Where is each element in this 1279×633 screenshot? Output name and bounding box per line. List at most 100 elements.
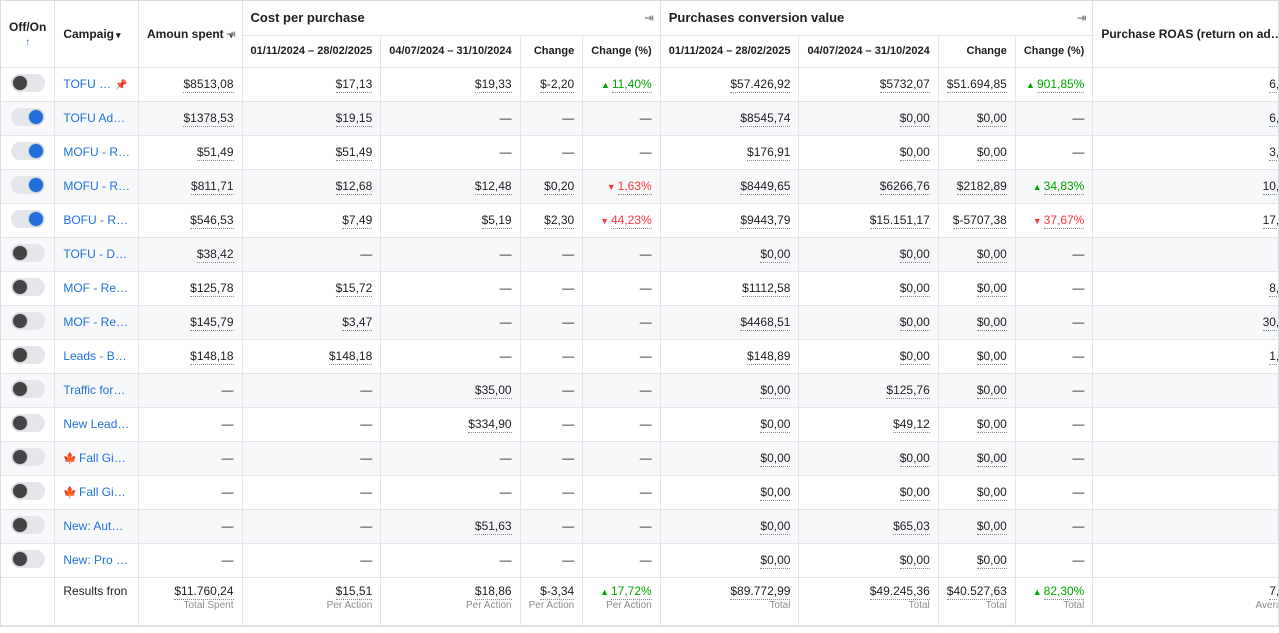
col-header-amount-spent[interactable]: Amoun spent ⇥▾ xyxy=(138,1,242,67)
cell-value: $8449,65 xyxy=(660,169,799,203)
col-group-cost-per-purchase[interactable]: Cost per purchase ⇥ xyxy=(242,1,660,35)
col-sub-cpp-period2[interactable]: 04/07/2024 – 31/10/2024 xyxy=(381,35,520,67)
campaign-toggle[interactable] xyxy=(11,244,45,262)
campaign-toggle[interactable] xyxy=(11,176,45,194)
cell-empty: — xyxy=(381,135,520,169)
cell-value: $19,33 xyxy=(381,67,520,101)
table-row: 🍁Fall Gi…—————$0,00$0,00$0,00—————— xyxy=(1,475,1279,509)
footer-cpp-change: $-3,34Per Action xyxy=(520,577,583,625)
cell-value: $12,48 xyxy=(381,169,520,203)
campaign-name-link[interactable]: TOFU - D… xyxy=(55,237,139,271)
campaign-toggle[interactable] xyxy=(11,414,45,432)
cell-value: $65,03 xyxy=(799,509,938,543)
cell-empty: — xyxy=(583,135,661,169)
col-sub-pcv-change[interactable]: Change xyxy=(938,35,1015,67)
cell-value: $0,20 xyxy=(520,169,583,203)
cell-empty: — xyxy=(1015,407,1093,441)
cell-value: $176,91 xyxy=(660,135,799,169)
col-sub-cpp-change-pct[interactable]: Change (%) xyxy=(583,35,661,67)
footer-spent: $11.760,24Total Spent xyxy=(138,577,242,625)
cell-empty: — xyxy=(520,373,583,407)
table-row: 🍁Fall Gi…—————$0,00$0,00$0,00—————— xyxy=(1,441,1279,475)
campaigns-table-wrapper: Off/On ↑ Campaig▾ Amoun spent ⇥▾ Cost pe… xyxy=(0,0,1279,627)
cell-empty: — xyxy=(381,101,520,135)
cell-value: 30,65 xyxy=(1093,305,1279,339)
campaign-name-link[interactable]: TOFU …📌 xyxy=(55,67,139,101)
col-header-campaign[interactable]: Campaig▾ xyxy=(55,1,139,67)
campaign-toggle[interactable] xyxy=(11,142,45,160)
cell-value: $148,18 xyxy=(242,339,381,373)
campaign-name-link[interactable]: BOFU - R… xyxy=(55,203,139,237)
cell-value: $0,00 xyxy=(799,543,938,577)
cell-empty: — xyxy=(520,237,583,271)
cell-value: $0,00 xyxy=(938,237,1015,271)
campaign-toggle[interactable] xyxy=(11,380,45,398)
cell-value: $1378,53 xyxy=(138,101,242,135)
table-row: Traffic for…——$35,00——$0,00$125,76$0,00—… xyxy=(1,373,1279,407)
campaign-name-link[interactable]: New Lead… xyxy=(55,407,139,441)
cell-empty: — xyxy=(1093,237,1279,271)
campaign-name-link[interactable]: New: Pro … xyxy=(55,543,139,577)
cell-toggle xyxy=(1,67,55,101)
campaign-toggle[interactable] xyxy=(11,210,45,228)
col-sub-cpp-change[interactable]: Change xyxy=(520,35,583,67)
col-sub-pcv-period1[interactable]: 01/11/2024 – 28/02/2025 xyxy=(660,35,799,67)
resize-handle-icon[interactable]: ⇥ xyxy=(1077,11,1086,24)
campaign-toggle[interactable] xyxy=(11,278,45,296)
col-header-purchase-roas[interactable]: Purchase ROAS (return on ad… ⇥▾ xyxy=(1093,1,1279,67)
cell-toggle xyxy=(1,373,55,407)
campaign-name-link[interactable]: MOF - Re… xyxy=(55,271,139,305)
campaign-toggle[interactable] xyxy=(11,448,45,466)
cell-empty: — xyxy=(520,305,583,339)
col-sub-cpp-period1[interactable]: 01/11/2024 – 28/02/2025 xyxy=(242,35,381,67)
cell-value: $0,00 xyxy=(799,441,938,475)
col-sub-pcv-change-pct[interactable]: Change (%) xyxy=(1015,35,1093,67)
resize-handle-icon[interactable]: ⇥ xyxy=(226,27,235,40)
campaign-name-link[interactable]: MOFU - R… xyxy=(55,135,139,169)
cell-empty: — xyxy=(381,543,520,577)
cell-value: $-5707,38 xyxy=(938,203,1015,237)
campaign-toggle[interactable] xyxy=(11,516,45,534)
campaign-name-link[interactable]: MOF - Re… xyxy=(55,305,139,339)
campaign-toggle[interactable] xyxy=(11,482,45,500)
col-sub-pcv-period2[interactable]: 04/07/2024 – 31/10/2024 xyxy=(799,35,938,67)
chevron-down-icon[interactable]: ▾ xyxy=(116,30,121,40)
col-group-purchases-conversion-value[interactable]: Purchases conversion value ⇥ xyxy=(660,1,1093,35)
cell-empty: — xyxy=(1015,373,1093,407)
campaign-toggle[interactable] xyxy=(11,312,45,330)
campaign-toggle[interactable] xyxy=(11,346,45,364)
cell-empty: — xyxy=(1015,101,1093,135)
campaign-name-link[interactable]: 🍁Fall Gi… xyxy=(55,441,139,475)
cell-change-pct: ▲34,83% xyxy=(1015,169,1093,203)
cell-empty: — xyxy=(242,475,381,509)
footer-row: Results fron $11.760,24Total Spent $15,5… xyxy=(1,577,1279,625)
campaign-name-link[interactable]: Leads - B… xyxy=(55,339,139,373)
footer-label: Results fron xyxy=(55,577,139,625)
cell-value: $6266,76 xyxy=(799,169,938,203)
campaign-name-link[interactable]: New: Aut… xyxy=(55,509,139,543)
cell-value: 10,41 xyxy=(1093,169,1279,203)
cell-toggle xyxy=(1,135,55,169)
col-header-off-on[interactable]: Off/On ↑ xyxy=(1,1,55,67)
table-row: TOFU - D…$38,42————$0,00$0,00$0,00—————— xyxy=(1,237,1279,271)
cell-value: $0,00 xyxy=(660,237,799,271)
cell-toggle xyxy=(1,101,55,135)
cell-empty: — xyxy=(138,543,242,577)
campaign-name-link[interactable]: 🍁Fall Gi… xyxy=(55,475,139,509)
campaign-toggle[interactable] xyxy=(11,550,45,568)
cell-value: $0,00 xyxy=(799,339,938,373)
cell-value: $51.694,85 xyxy=(938,67,1015,101)
cell-empty: — xyxy=(138,475,242,509)
campaign-name-link[interactable]: MOFU - R… xyxy=(55,169,139,203)
footer-pcv2: $49.245,36Total xyxy=(799,577,938,625)
cell-value: 17,28 xyxy=(1093,203,1279,237)
cell-empty: — xyxy=(1015,237,1093,271)
campaign-toggle[interactable] xyxy=(11,74,45,92)
campaign-toggle[interactable] xyxy=(11,108,45,126)
campaign-name-link[interactable]: TOFU Ad… xyxy=(55,101,139,135)
cell-value: $0,00 xyxy=(938,373,1015,407)
sort-asc-icon[interactable]: ↑ xyxy=(25,37,30,48)
cell-empty: — xyxy=(583,339,661,373)
resize-handle-icon[interactable]: ⇥ xyxy=(644,11,653,24)
campaign-name-link[interactable]: Traffic for… xyxy=(55,373,139,407)
